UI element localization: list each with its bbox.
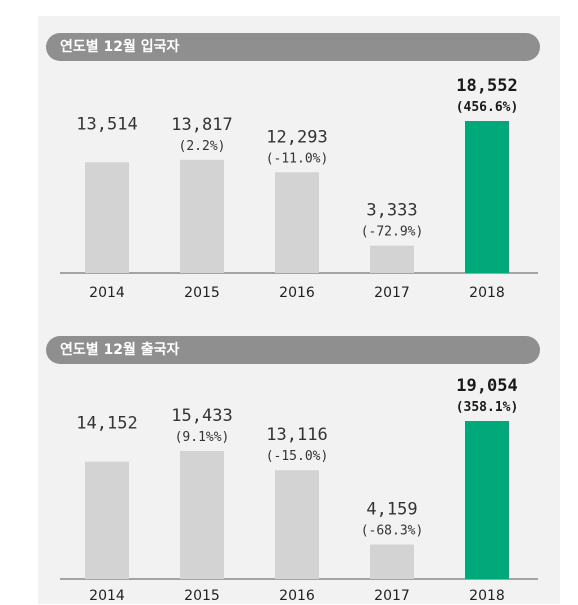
bar-2014 bbox=[85, 461, 129, 579]
x-tick-label: 2017 bbox=[374, 588, 410, 604]
x-tick-label: 2016 bbox=[279, 285, 315, 301]
bar-2015 bbox=[180, 159, 224, 273]
value-label-2014: 13,514 bbox=[76, 114, 137, 134]
chart-panel-departures: 연도별 12월 출국자 14,152 2014 15,433 (9.1%%) 2015 1… bbox=[38, 333, 560, 604]
value-label-2015: 13,817 bbox=[171, 115, 232, 135]
x-tick-label: 2014 bbox=[89, 588, 125, 604]
bar-2017 bbox=[370, 245, 414, 273]
value-label-2016: 12,293 bbox=[266, 127, 327, 147]
x-tick-label: 2018 bbox=[469, 285, 505, 301]
x-tick-label: 2018 bbox=[469, 588, 505, 604]
value-label-2017: 3,333 bbox=[366, 201, 417, 221]
change-label-2015: (2.2%) bbox=[179, 139, 226, 154]
x-tick-label: 2015 bbox=[184, 285, 220, 301]
x-tick-label: 2017 bbox=[374, 285, 410, 301]
value-label-2015: 15,433 bbox=[171, 406, 232, 426]
chart-departures: 14,152 2014 15,433 (9.1%%) 2015 13,116 (-15.0%… bbox=[60, 376, 538, 604]
bar-2016 bbox=[275, 470, 319, 579]
value-label-2016: 13,116 bbox=[266, 425, 327, 445]
bar-2016 bbox=[275, 172, 319, 273]
change-label-2018: (456.6%) bbox=[456, 100, 519, 115]
chart-panel-arrivals: 연도별 12월 입국자 13,514 2014 13,817 (2.2%) 2015 12… bbox=[38, 16, 560, 313]
chart-arrivals: 13,514 2014 13,817 (2.2%) 2015 12,293 (-11.0%)… bbox=[60, 76, 538, 301]
change-label-2018: (358.1%) bbox=[456, 400, 519, 415]
x-tick-label: 2015 bbox=[184, 588, 220, 604]
chart-title-departures: 연도별 12월 출국자 bbox=[46, 336, 540, 364]
bar-2015 bbox=[180, 451, 224, 579]
x-tick-label: 2016 bbox=[279, 588, 315, 604]
bar-2017 bbox=[370, 544, 414, 579]
change-label-2017: (-72.9%) bbox=[361, 225, 424, 240]
bar-2018 bbox=[465, 121, 509, 273]
value-label-2017: 4,159 bbox=[366, 500, 417, 520]
bar-2018 bbox=[465, 421, 509, 579]
x-tick-label: 2014 bbox=[89, 285, 125, 301]
change-label-2015: (9.1%%) bbox=[175, 430, 230, 445]
change-label-2017: (-68.3%) bbox=[361, 524, 424, 539]
chart-title-arrivals: 연도별 12월 입국자 bbox=[46, 33, 540, 61]
value-label-2018: 19,054 bbox=[456, 376, 517, 396]
bar-2014 bbox=[85, 162, 129, 273]
value-label-2018: 18,552 bbox=[456, 76, 517, 96]
change-label-2016: (-15.0%) bbox=[266, 449, 329, 464]
change-label-2016: (-11.0%) bbox=[266, 151, 329, 166]
value-label-2014: 14,152 bbox=[76, 414, 137, 434]
